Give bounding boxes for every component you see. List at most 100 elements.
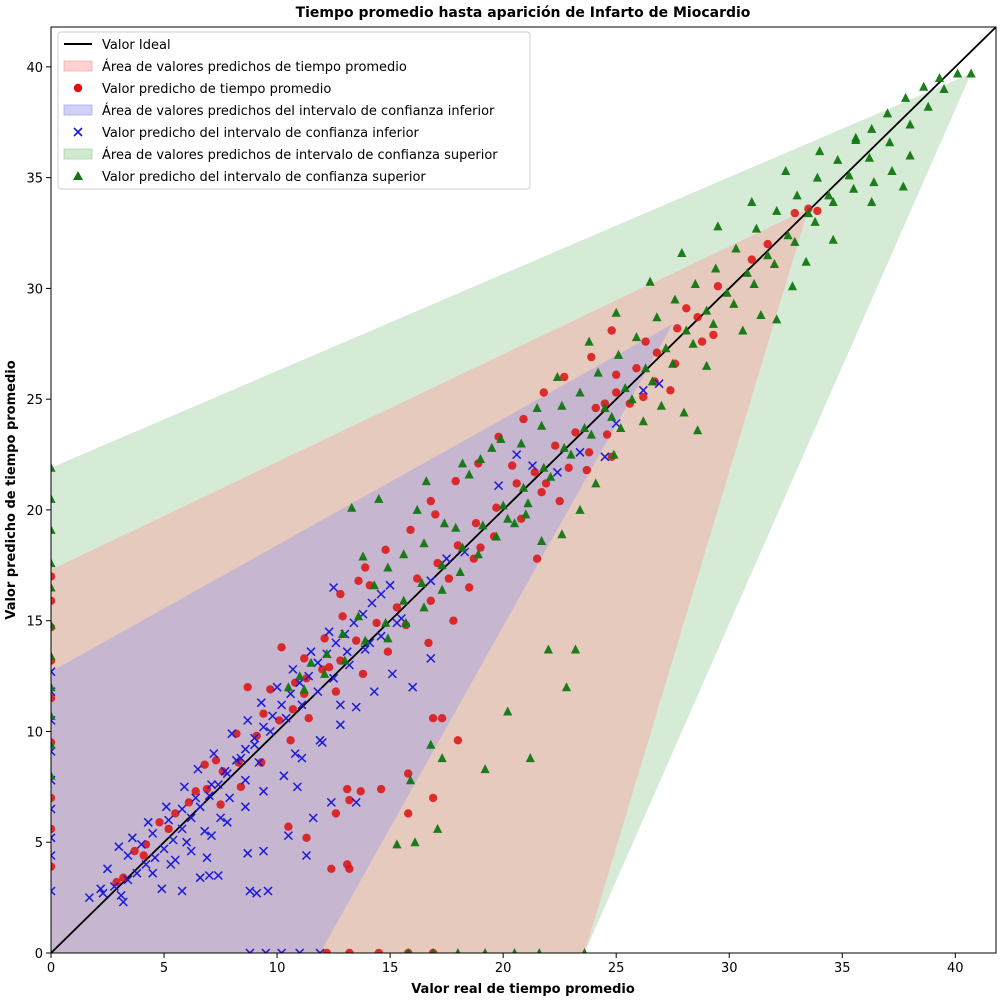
upper-ci-point xyxy=(681,325,691,335)
mean-prediction-point xyxy=(652,348,662,357)
upper-ci-point xyxy=(283,682,293,692)
lower-ci-point xyxy=(281,713,291,723)
upper-ci-area xyxy=(51,73,972,953)
mean-prediction-point xyxy=(560,372,569,382)
mean-prediction-point xyxy=(211,756,221,765)
mean-prediction-point xyxy=(564,463,573,472)
lower-ci-point xyxy=(292,782,302,792)
legend-label-mean-area: Área de valores predichos de tiempo prom… xyxy=(102,59,407,75)
upper-ci-point xyxy=(690,279,700,288)
upper-ci-point xyxy=(543,644,553,654)
upper-ci-point xyxy=(751,223,761,233)
lower-ci-point xyxy=(118,897,128,907)
lower-ci-point xyxy=(297,753,307,763)
upper-ci-point xyxy=(620,383,630,393)
mean-prediction-point xyxy=(130,846,139,856)
lower-ci-point xyxy=(351,702,361,712)
legend-swatch-lower-area xyxy=(63,104,93,116)
mean-prediction-point xyxy=(406,525,415,535)
upper-ci-point xyxy=(810,216,820,226)
upper-ci-point xyxy=(433,823,443,833)
upper-ci-point xyxy=(887,166,897,175)
mean-prediction-point xyxy=(331,809,341,818)
mean-prediction-point xyxy=(392,603,402,612)
y-tick-label: 35 xyxy=(26,172,43,187)
lower-ci-point xyxy=(127,833,137,843)
y-tick-label: 30 xyxy=(26,282,43,297)
x-tick-label: 30 xyxy=(721,961,738,976)
upper-ci-point xyxy=(478,520,488,530)
lower-ci-point xyxy=(193,764,203,774)
lower-ci-point xyxy=(148,828,158,838)
mean-prediction-point xyxy=(713,282,723,291)
mean-prediction-point xyxy=(612,388,621,397)
lower-ci-point xyxy=(261,948,271,953)
upper-ci-point xyxy=(455,948,461,953)
upper-ci-point xyxy=(491,531,501,541)
lower-ci-point xyxy=(331,638,341,648)
mean-prediction-point xyxy=(449,616,458,625)
lower-ci-point xyxy=(132,868,142,878)
lower-ci-point xyxy=(202,853,212,863)
lower-ci-point xyxy=(141,859,151,869)
lower-ci-point xyxy=(136,839,146,849)
upper-ci-point xyxy=(383,562,393,572)
mean-prediction-point xyxy=(171,809,180,818)
mean-prediction-point xyxy=(747,255,756,264)
lower-ci-point xyxy=(245,948,255,953)
upper-ci-point xyxy=(898,181,908,191)
lower-ci-point xyxy=(426,653,436,663)
upper-ci-point xyxy=(607,411,617,421)
lower-ci-point xyxy=(51,667,56,677)
lower-ci-point xyxy=(396,613,406,624)
mean-prediction-point xyxy=(51,694,56,703)
lower-ci-point xyxy=(240,744,250,754)
lower-ci-point xyxy=(195,802,205,812)
mean-prediction-point xyxy=(331,687,341,696)
legend-label-upper-points: Valor predicho del intervalo de confianz… xyxy=(102,170,426,185)
mean-prediction-point xyxy=(119,873,128,882)
x-tick-label: 25 xyxy=(608,961,625,976)
mean-prediction-point xyxy=(356,787,365,796)
upper-ci-point xyxy=(586,429,596,439)
lower-ci-point xyxy=(288,664,298,674)
upper-ci-point xyxy=(537,536,547,545)
mean-prediction-point xyxy=(358,669,368,679)
upper-ci-point xyxy=(417,578,427,587)
upper-ci-point xyxy=(783,230,793,240)
lower-ci-point xyxy=(408,682,418,692)
upper-ci-point xyxy=(722,287,732,297)
legend-label-lower-points: Valor predicho del intervalo de confianz… xyxy=(102,126,420,141)
lower-ci-point xyxy=(182,837,192,847)
upper-ci-point xyxy=(523,498,533,508)
mean-prediction-point xyxy=(383,647,393,656)
lower-ci-point xyxy=(249,733,260,743)
mean-prediction-point xyxy=(673,324,682,333)
mean-prediction-point xyxy=(191,787,200,796)
lower-ci-point xyxy=(369,687,379,697)
upper-ci-point xyxy=(600,403,610,412)
mean-prediction-point xyxy=(465,583,474,592)
mean-prediction-point xyxy=(453,736,463,745)
lower-ci-point xyxy=(575,447,585,457)
lower-ci-point xyxy=(216,813,226,823)
upper-ci-point xyxy=(503,706,513,716)
y-tick-label: 20 xyxy=(26,504,43,519)
upper-ci-point xyxy=(919,81,929,91)
upper-ci-point xyxy=(399,549,409,559)
upper-ci-point xyxy=(670,294,680,304)
upper-ci-point xyxy=(525,753,535,763)
lower-ci-point xyxy=(376,589,386,599)
lower-ci-point xyxy=(335,720,345,730)
mean-prediction-point xyxy=(413,574,422,583)
upper-ci-point xyxy=(923,101,933,111)
lower-ci-point xyxy=(254,757,264,768)
lower-ci-point xyxy=(329,582,339,593)
upper-ci-point xyxy=(561,682,572,692)
upper-ci-point xyxy=(864,152,874,162)
upper-ci-point xyxy=(498,500,508,510)
lower-ci-point xyxy=(600,452,610,462)
upper-ci-point xyxy=(812,172,822,182)
upper-ci-point xyxy=(496,434,506,443)
upper-ci-point xyxy=(772,205,782,215)
